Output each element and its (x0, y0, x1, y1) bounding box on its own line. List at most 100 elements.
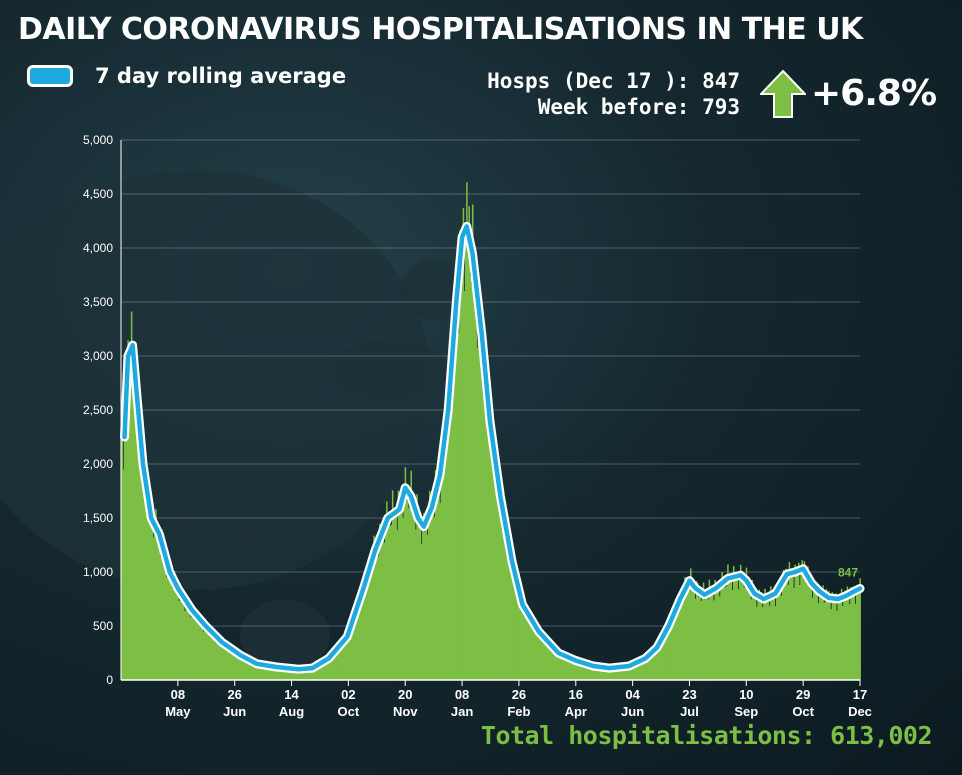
daily-bar (406, 484, 409, 680)
week-before-value: 793 (702, 95, 740, 119)
daily-bar (338, 649, 341, 680)
daily-bar (744, 585, 747, 680)
daily-bar (293, 667, 295, 680)
daily-bar (483, 354, 486, 680)
daily-bar (267, 665, 270, 680)
daily-bar (309, 668, 312, 680)
daily-bar (749, 588, 751, 680)
daily-bar (681, 601, 684, 680)
daily-bar (128, 394, 131, 680)
daily-bar (522, 606, 525, 680)
daily-bar (191, 612, 193, 680)
daily-bar (574, 659, 576, 680)
daily-bar (474, 255, 476, 681)
daily-bar (799, 585, 801, 680)
daily-bar (503, 506, 505, 680)
daily-bar (167, 560, 170, 680)
daily-bar (157, 524, 160, 680)
daily-bar (790, 568, 793, 680)
daily-bar (467, 247, 469, 680)
daily-bar (387, 529, 389, 680)
daily-bar (202, 631, 205, 680)
daily-bar (528, 617, 531, 680)
daily-bar (322, 663, 324, 680)
x-tick-day: 23 (682, 687, 696, 702)
daily-bar (299, 667, 301, 680)
daily-bar (379, 523, 381, 680)
daily-bar (532, 628, 534, 680)
daily-bar (251, 663, 254, 680)
daily-bar (230, 649, 233, 680)
daily-bar (155, 509, 157, 680)
latest-value-annotation: 847 (838, 566, 858, 580)
daily-bar (492, 430, 495, 680)
daily-bar (431, 501, 433, 680)
daily-bar (210, 628, 213, 680)
daily-bar (734, 572, 736, 680)
daily-bar (280, 666, 283, 680)
daily-bar (519, 607, 522, 680)
daily-bar (596, 667, 598, 680)
daily-bar (212, 634, 214, 680)
y-tick-label: 0 (106, 673, 113, 687)
daily-bar (353, 620, 356, 680)
daily-bar (831, 592, 834, 680)
daily-bar (130, 311, 133, 680)
daily-bar (187, 605, 190, 680)
daily-bar (347, 633, 350, 680)
daily-bar (539, 630, 541, 680)
daily-bar (475, 284, 477, 680)
daily-bar (748, 581, 750, 680)
daily-bar (471, 204, 474, 680)
daily-bar (848, 604, 851, 680)
daily-bar (426, 534, 429, 680)
x-tick-month: Jun (223, 704, 246, 719)
daily-bar (206, 626, 208, 680)
annotations: 847 (838, 566, 858, 580)
daily-bar (671, 609, 673, 680)
daily-bar (664, 633, 667, 680)
daily-bar (286, 667, 288, 680)
daily-bar (355, 609, 358, 680)
legend-line-swatch (27, 65, 73, 87)
daily-bar (642, 661, 644, 680)
daily-bar (625, 666, 627, 680)
daily-bar (609, 666, 612, 680)
daily-bar (391, 490, 394, 680)
daily-bar (248, 659, 250, 680)
daily-bar (239, 658, 242, 680)
y-tick-label: 5,000 (83, 133, 113, 147)
daily-bar (786, 580, 788, 680)
daily-bar (138, 418, 141, 680)
daily-bar (524, 601, 526, 680)
daily-bar (397, 490, 400, 680)
daily-bar (751, 579, 754, 680)
daily-bar (775, 586, 778, 680)
daily-bar (229, 646, 231, 680)
daily-bar (839, 598, 842, 680)
y-tick-label: 2,500 (83, 403, 113, 417)
daily-bar (413, 511, 416, 680)
daily-bar (838, 595, 841, 680)
daily-bar (466, 182, 468, 680)
daily-bar (620, 667, 622, 680)
x-tick-day: 14 (284, 687, 299, 702)
daily-bar (394, 515, 396, 680)
daily-bar (133, 341, 135, 680)
daily-bar (643, 658, 646, 680)
daily-bar (708, 579, 711, 680)
daily-bar (161, 528, 163, 680)
daily-bar (804, 581, 807, 680)
daily-bar (829, 599, 831, 680)
daily-bar (518, 585, 520, 680)
daily-bar (788, 562, 791, 680)
x-tick-day: 04 (625, 687, 640, 702)
daily-bar (500, 529, 503, 680)
daily-bar (367, 558, 370, 680)
daily-bar (781, 584, 784, 680)
daily-bar (343, 637, 345, 680)
daily-bar (142, 443, 144, 680)
daily-bar (200, 617, 202, 680)
daily-bar (199, 620, 201, 680)
daily-bar (455, 294, 458, 680)
